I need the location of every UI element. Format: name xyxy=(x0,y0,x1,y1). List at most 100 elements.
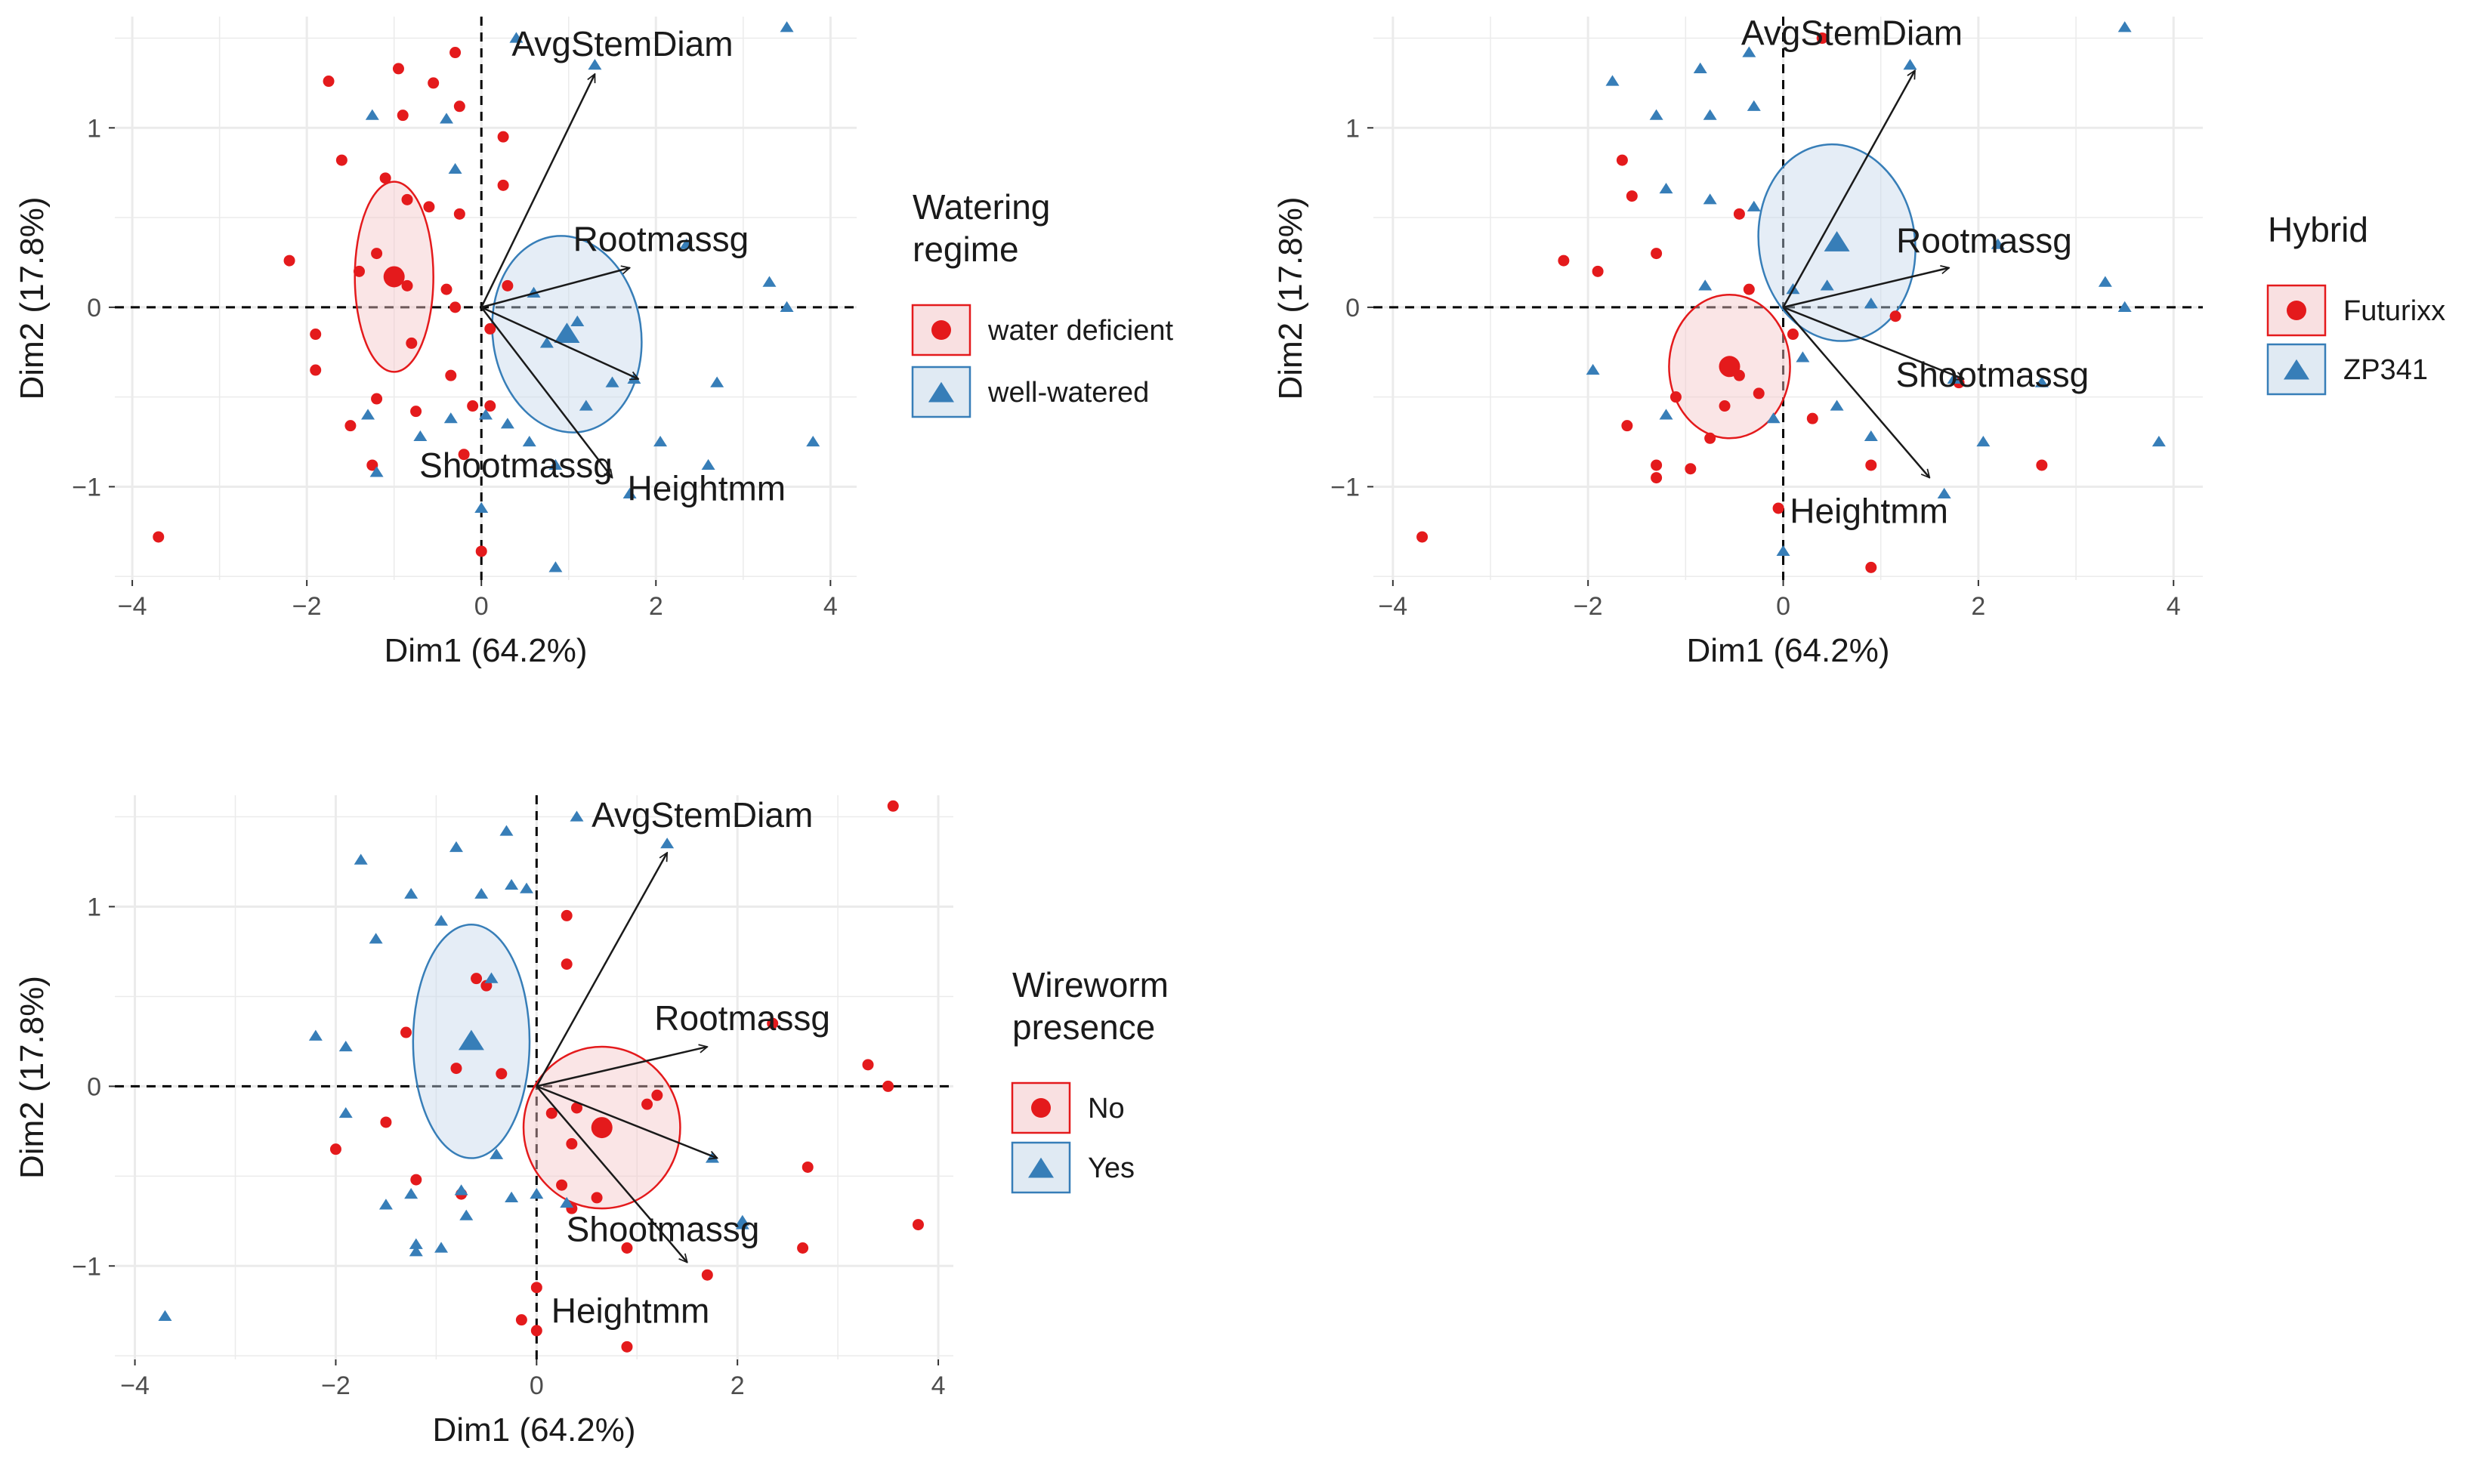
data-point xyxy=(570,315,585,326)
data-point xyxy=(591,1192,603,1204)
data-point xyxy=(1659,182,1673,194)
data-point xyxy=(1651,248,1663,260)
data-point xyxy=(361,409,375,420)
x-tick-label: −2 xyxy=(321,1371,351,1400)
data-point xyxy=(2151,435,2166,447)
data-point xyxy=(566,1138,578,1150)
data-point xyxy=(780,21,794,32)
data-point xyxy=(434,915,449,926)
data-point xyxy=(471,973,483,985)
data-point xyxy=(701,1269,713,1281)
legend-title: presence xyxy=(1012,1007,1155,1047)
x-tick-label: 0 xyxy=(474,592,489,621)
group-mean-marker xyxy=(458,1029,484,1051)
data-point xyxy=(404,1188,419,1199)
data-point xyxy=(338,1040,353,1052)
data-point xyxy=(522,435,536,447)
data-point xyxy=(912,1219,924,1231)
data-point xyxy=(621,1341,633,1353)
legend-label: well-watered xyxy=(987,377,1149,409)
data-point xyxy=(310,364,322,376)
x-tick-label: 0 xyxy=(530,1371,544,1400)
legend-marker xyxy=(2284,359,2309,380)
legend-marker xyxy=(931,320,951,340)
data-point xyxy=(701,458,715,470)
data-point xyxy=(561,909,573,921)
data-point xyxy=(1772,502,1784,514)
x-axis-title: Dim1 (64.2%) xyxy=(433,1411,636,1449)
variable-arrow xyxy=(536,1085,717,1158)
data-point xyxy=(1947,372,1961,384)
data-point xyxy=(887,800,899,812)
data-point xyxy=(458,449,470,461)
group-mean-marker xyxy=(1824,231,1850,251)
data-point xyxy=(369,933,383,944)
data-point xyxy=(1626,190,1638,202)
data-point xyxy=(484,400,496,412)
data-point xyxy=(762,276,777,287)
y-tick-label: 1 xyxy=(87,114,101,143)
data-point xyxy=(410,1174,422,1186)
variable-arrow xyxy=(1782,70,1917,308)
data-point xyxy=(454,1184,468,1196)
pca-panel-3: −4 −2 0 2 4 −1 0 1 Dim1 (64.2%) Dim2 (17.8%) AvgSt… xyxy=(14,795,1169,1449)
data-point xyxy=(484,322,496,335)
x-tick-label: 4 xyxy=(823,592,838,621)
data-point xyxy=(2098,276,2112,287)
data-point xyxy=(329,1143,341,1155)
data-point xyxy=(449,47,462,59)
data-point xyxy=(653,435,668,447)
group-mean-marker xyxy=(383,266,405,288)
legend-title: Wireworm xyxy=(1012,965,1169,1004)
data-point xyxy=(545,1107,558,1119)
data-point xyxy=(443,412,458,424)
data-point xyxy=(1703,109,1717,120)
data-point xyxy=(354,853,368,865)
pca-panel-1: −4 −2 0 2 4 −1 0 1 Dim1 (64.2%) Dim2 (17.8%) AvgSt… xyxy=(14,17,1173,669)
legend-key xyxy=(2266,343,2327,396)
data-point xyxy=(1865,459,1877,471)
legend-label: No xyxy=(1088,1093,1125,1125)
data-point xyxy=(423,201,435,213)
legend-label: water deficient xyxy=(987,315,1173,347)
x-axis-title: Dim1 (64.2%) xyxy=(385,632,588,669)
x-tick-label: 0 xyxy=(1776,592,1790,621)
data-point xyxy=(479,409,493,420)
data-point xyxy=(1693,62,1707,73)
group-mean-marker xyxy=(554,322,580,343)
data-point xyxy=(499,825,514,836)
data-point xyxy=(413,430,428,442)
y-axis-title: Dim2 (17.8%) xyxy=(14,976,51,1179)
data-point xyxy=(502,279,514,292)
data-point xyxy=(449,301,462,313)
data-point xyxy=(404,887,419,899)
data-point xyxy=(1743,283,1755,295)
data-point xyxy=(406,337,418,349)
variable-label: Heightmm xyxy=(628,469,786,508)
variable-label: Rootmassg xyxy=(1896,221,2072,261)
x-axis-title: Dim1 (64.2%) xyxy=(1687,632,1890,669)
data-point xyxy=(1864,298,1878,309)
data-point xyxy=(1766,412,1781,424)
data-point xyxy=(474,887,489,899)
y-tick-label: −1 xyxy=(72,473,101,501)
y-axis-title: Dim2 (17.8%) xyxy=(14,197,51,400)
data-point xyxy=(882,1080,894,1092)
data-point xyxy=(153,531,165,543)
pca-panel-2: −4 −2 0 2 4 −1 0 1 Dim1 (64.2%) Dim2 (17.8%) AvgSt… xyxy=(1272,13,2445,669)
variable-arrow xyxy=(536,853,669,1088)
data-point xyxy=(1816,32,1828,45)
data-point xyxy=(453,100,465,113)
data-point xyxy=(1806,412,1818,424)
data-point xyxy=(401,193,413,205)
legend-marker xyxy=(1028,1157,1054,1178)
x-tick-label: 2 xyxy=(1971,592,1985,621)
data-point xyxy=(467,400,479,412)
data-point xyxy=(449,841,463,853)
data-point xyxy=(1747,200,1761,211)
data-point xyxy=(1592,265,1604,277)
legend-marker xyxy=(928,381,954,403)
data-point xyxy=(445,369,457,381)
data-point xyxy=(556,1179,568,1191)
